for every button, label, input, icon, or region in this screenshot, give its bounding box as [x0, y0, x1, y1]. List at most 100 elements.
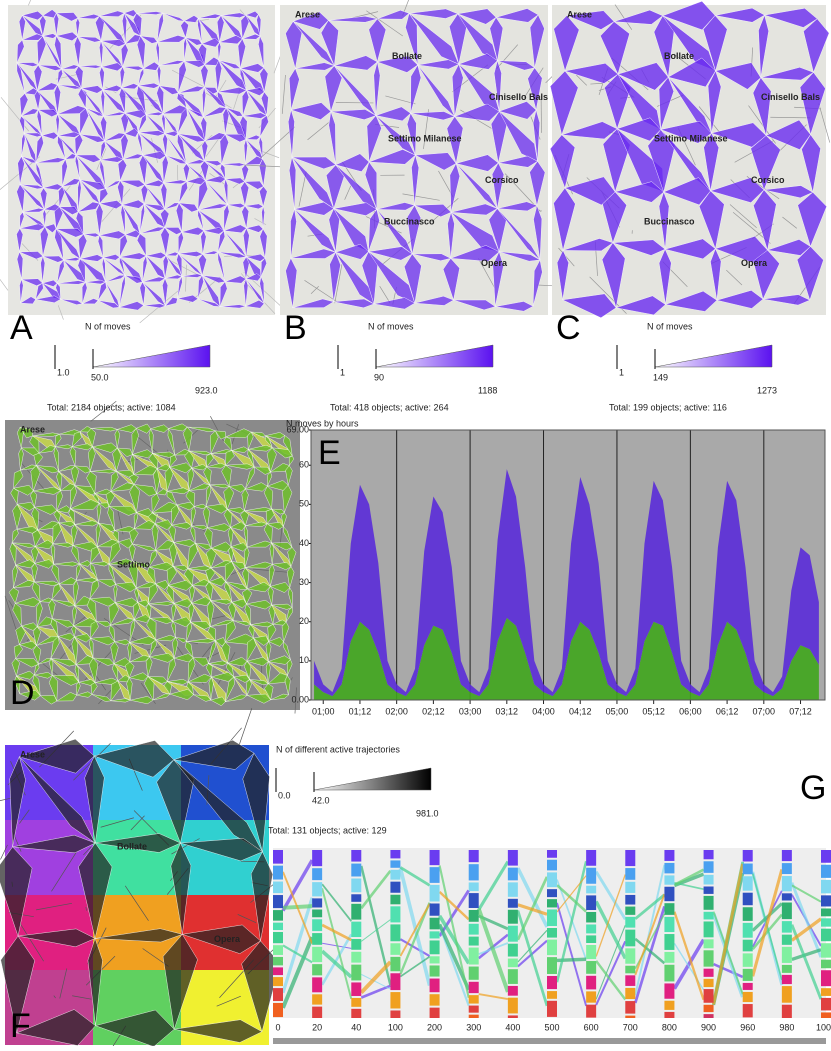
g-segment [312, 909, 322, 917]
place-label: Opera [741, 258, 768, 268]
legend-title: N of different active trajectories [276, 744, 400, 754]
g-x-label: 40 [351, 1022, 361, 1032]
g-segment [821, 960, 831, 969]
g-segment [469, 982, 479, 993]
g-segment [704, 861, 714, 873]
g-segment [273, 895, 283, 908]
g-segment [586, 912, 596, 922]
legend-mid-label: 50.0 [91, 372, 109, 382]
g-segment [704, 921, 714, 937]
g-segment [312, 898, 322, 907]
g-segment [586, 924, 596, 933]
g-segment [508, 910, 518, 924]
legend-wedge [376, 345, 493, 367]
g-segment [664, 1001, 674, 1010]
g-segment [390, 1010, 400, 1018]
g-segment [351, 965, 361, 981]
g-segment [625, 907, 635, 915]
g-segment [664, 863, 674, 873]
g-segment [469, 1006, 479, 1013]
g-segment [625, 1001, 635, 1014]
g-segment [586, 1005, 596, 1018]
g-segment [664, 850, 674, 861]
g-x-label: 0 [275, 1022, 280, 1032]
g-segment [586, 961, 596, 974]
place-label: Cinisello Bals [489, 92, 548, 102]
legend-wedge [655, 345, 772, 367]
g-segment [821, 943, 831, 957]
place-label: Corsico [485, 175, 519, 185]
g-segment [625, 988, 635, 999]
g-segment [312, 1007, 322, 1018]
x-tick-label: 05;12 [642, 706, 665, 716]
x-tick-label: 04;12 [569, 706, 592, 716]
g-segment [664, 875, 674, 884]
g-segment [547, 957, 557, 974]
g-segment [351, 982, 361, 996]
panel-letter: F [10, 1007, 31, 1045]
g-segment [273, 957, 283, 965]
g-segment [273, 910, 283, 921]
g-segment [312, 919, 322, 931]
legend-min: 0.0 [278, 790, 291, 800]
g-segment [821, 988, 831, 996]
g-segment [430, 931, 440, 938]
g-segment [704, 969, 714, 977]
place-label: Cinisello Bals [761, 92, 820, 102]
g-segment [469, 882, 479, 891]
g-segment [821, 908, 831, 916]
g-segment [273, 850, 283, 864]
g-segment [547, 889, 557, 897]
g-segment [390, 860, 400, 867]
place-label: Bollate [392, 51, 422, 61]
g-segment [312, 933, 322, 945]
map-road [0, 267, 8, 290]
g-segment [547, 991, 557, 999]
legend-title: N of moves [647, 321, 693, 331]
g-segment [782, 903, 792, 920]
g-segment [430, 918, 440, 930]
g-scrollbar [273, 1038, 826, 1044]
g-segment [273, 945, 283, 955]
legend-title: N of moves [368, 321, 414, 331]
g-segment [782, 947, 792, 963]
g-segment [821, 865, 831, 878]
g-segment [430, 979, 440, 993]
g-segment [782, 850, 792, 861]
g-segment [351, 998, 361, 1007]
g-segment [704, 875, 714, 885]
place-label: Arese [20, 749, 45, 759]
g-segment [312, 947, 322, 962]
legend-min: 1 [619, 367, 624, 377]
g-segment [351, 864, 361, 877]
y-tick-label: 30 [299, 577, 309, 587]
g-segment [390, 882, 400, 893]
g-segment [351, 1009, 361, 1018]
x-tick-label: 06;12 [716, 706, 739, 716]
g-segment [704, 939, 714, 948]
g-segment [273, 977, 283, 986]
x-tick-label: 01;00 [312, 706, 335, 716]
g-segment [351, 939, 361, 950]
g-segment [430, 956, 440, 963]
g-segment [430, 940, 440, 954]
g-segment [664, 934, 674, 950]
g-segment [312, 882, 322, 896]
g-x-label: 980 [779, 1022, 794, 1032]
g-segment [547, 860, 557, 871]
g-segment [704, 896, 714, 910]
g-segment [625, 850, 635, 866]
g-segment [625, 966, 635, 974]
g-segment [782, 935, 792, 945]
g-segment [704, 1005, 714, 1012]
g-segment [704, 1014, 714, 1018]
g-segment [704, 979, 714, 987]
legend-wedge [93, 345, 210, 367]
g-segment [390, 924, 400, 941]
g-segment [508, 1015, 518, 1018]
g-segment [821, 918, 831, 926]
g-segment [821, 998, 831, 1011]
